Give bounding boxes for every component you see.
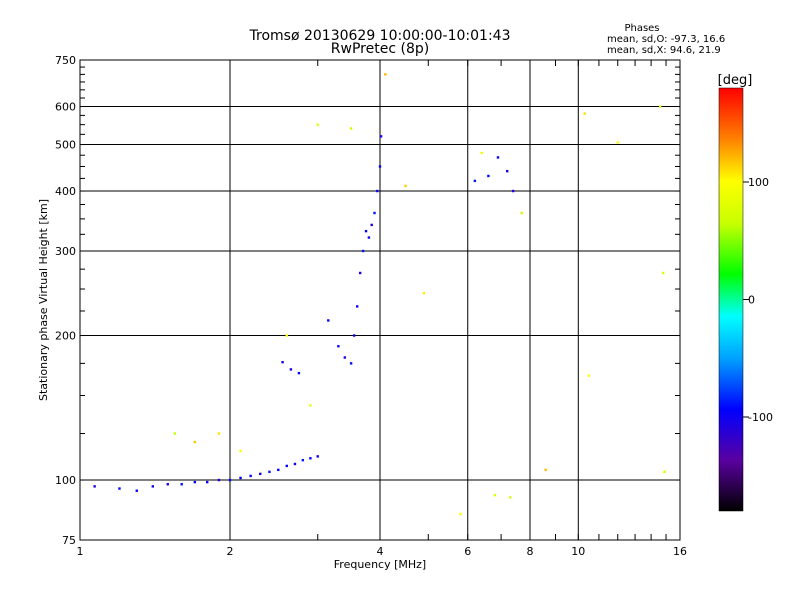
data-point bbox=[355, 305, 359, 308]
data-point bbox=[309, 457, 312, 460]
data-point bbox=[505, 169, 509, 173]
data-point bbox=[520, 211, 523, 215]
data-point bbox=[135, 489, 138, 492]
data-point bbox=[316, 455, 319, 458]
data-point bbox=[337, 345, 340, 348]
data-point bbox=[93, 485, 96, 488]
data-point bbox=[301, 458, 305, 462]
data-point bbox=[379, 135, 383, 138]
data-point bbox=[151, 485, 155, 488]
chart-subtitle: RwPretec (8p) bbox=[331, 41, 429, 57]
grid-lines bbox=[80, 60, 680, 540]
data-point bbox=[349, 127, 353, 130]
data-point bbox=[384, 73, 387, 76]
x-tick-label: 10 bbox=[571, 545, 585, 558]
data-point bbox=[378, 165, 382, 168]
data-point bbox=[349, 362, 353, 365]
colorbar-tick-label: -100 bbox=[748, 411, 773, 424]
data-point bbox=[118, 487, 121, 490]
y-tick-label: 200 bbox=[55, 330, 76, 343]
data-point bbox=[285, 464, 288, 468]
phases-o-stats: mean, sd,O: -97.3, 16.6 bbox=[607, 34, 725, 45]
data-point bbox=[285, 334, 288, 337]
data-points bbox=[93, 73, 666, 516]
data-point bbox=[217, 478, 221, 482]
data-point bbox=[373, 211, 376, 215]
data-point bbox=[487, 174, 490, 178]
data-point bbox=[352, 334, 356, 337]
data-point bbox=[166, 483, 169, 486]
data-point bbox=[316, 123, 319, 126]
data-point bbox=[193, 440, 197, 444]
data-point bbox=[511, 189, 515, 193]
colorbar-ticks: -100 0 100 bbox=[743, 176, 773, 424]
phases-x-stats: mean, sd,X: 94.6, 21.9 bbox=[607, 45, 721, 56]
colorbar-tick-label: 100 bbox=[748, 176, 769, 189]
data-point bbox=[281, 360, 284, 364]
x-tick-label: 6 bbox=[464, 545, 471, 558]
data-point bbox=[404, 184, 407, 188]
data-point bbox=[496, 156, 500, 159]
x-tick-label: 16 bbox=[673, 545, 687, 558]
data-point bbox=[293, 462, 297, 466]
data-point bbox=[663, 470, 666, 474]
data-point bbox=[228, 478, 232, 482]
data-point bbox=[239, 449, 242, 453]
data-point bbox=[367, 236, 371, 239]
x-tick-label: 2 bbox=[227, 545, 234, 558]
data-point bbox=[358, 271, 362, 275]
chart-title: Tromsø 20130629 10:00:00-10:01:43 bbox=[249, 28, 511, 44]
y-tick-label: 75 bbox=[62, 534, 76, 547]
data-point bbox=[493, 493, 497, 497]
data-point bbox=[587, 374, 591, 377]
y-tick-label: 600 bbox=[55, 101, 76, 114]
data-point bbox=[544, 468, 547, 472]
y-tick-label: 100 bbox=[55, 474, 76, 487]
data-point bbox=[459, 512, 462, 516]
colorbar bbox=[718, 87, 744, 512]
data-point bbox=[205, 480, 209, 484]
data-point bbox=[193, 480, 197, 484]
data-point bbox=[473, 179, 477, 183]
colorbar-tick-label: 0 bbox=[748, 294, 755, 307]
data-point bbox=[180, 483, 183, 486]
data-point bbox=[309, 404, 312, 407]
data-point bbox=[268, 470, 271, 474]
data-point bbox=[327, 319, 330, 322]
y-tick-label: 300 bbox=[55, 245, 76, 258]
data-point bbox=[239, 476, 242, 480]
data-point bbox=[361, 249, 365, 253]
data-point bbox=[616, 141, 619, 144]
axis-tick-labels: 1 2 4 6 8 10 16 75 100 200 300 400 500 600 750 bbox=[55, 54, 687, 558]
y-tick-label: 750 bbox=[55, 54, 76, 67]
data-point bbox=[422, 292, 426, 295]
x-tick-label: 4 bbox=[377, 545, 384, 558]
data-point bbox=[289, 368, 293, 371]
data-point bbox=[376, 189, 379, 193]
data-point bbox=[297, 371, 301, 375]
data-point bbox=[173, 432, 177, 435]
data-point bbox=[661, 271, 665, 275]
x-tick-label: 8 bbox=[527, 545, 534, 558]
data-point bbox=[508, 496, 512, 499]
colorbar-label: [deg] bbox=[718, 73, 753, 88]
data-point bbox=[343, 356, 347, 359]
data-point bbox=[217, 432, 221, 435]
data-point bbox=[480, 151, 483, 155]
y-tick-label: 400 bbox=[55, 185, 76, 198]
data-point bbox=[259, 472, 262, 476]
data-point bbox=[370, 223, 373, 227]
data-point bbox=[364, 229, 368, 233]
data-point bbox=[277, 468, 280, 472]
y-tick-label: 500 bbox=[55, 139, 76, 152]
phases-title: Phases bbox=[624, 23, 659, 34]
data-point bbox=[583, 112, 586, 115]
y-axis-label: Stationary phase Virtual Height [km] bbox=[37, 199, 50, 401]
x-axis-label: Frequency [MHz] bbox=[334, 558, 426, 571]
data-point bbox=[658, 105, 662, 108]
plot-frame bbox=[79, 59, 681, 541]
x-tick-label: 1 bbox=[77, 545, 84, 558]
data-point bbox=[249, 474, 252, 478]
